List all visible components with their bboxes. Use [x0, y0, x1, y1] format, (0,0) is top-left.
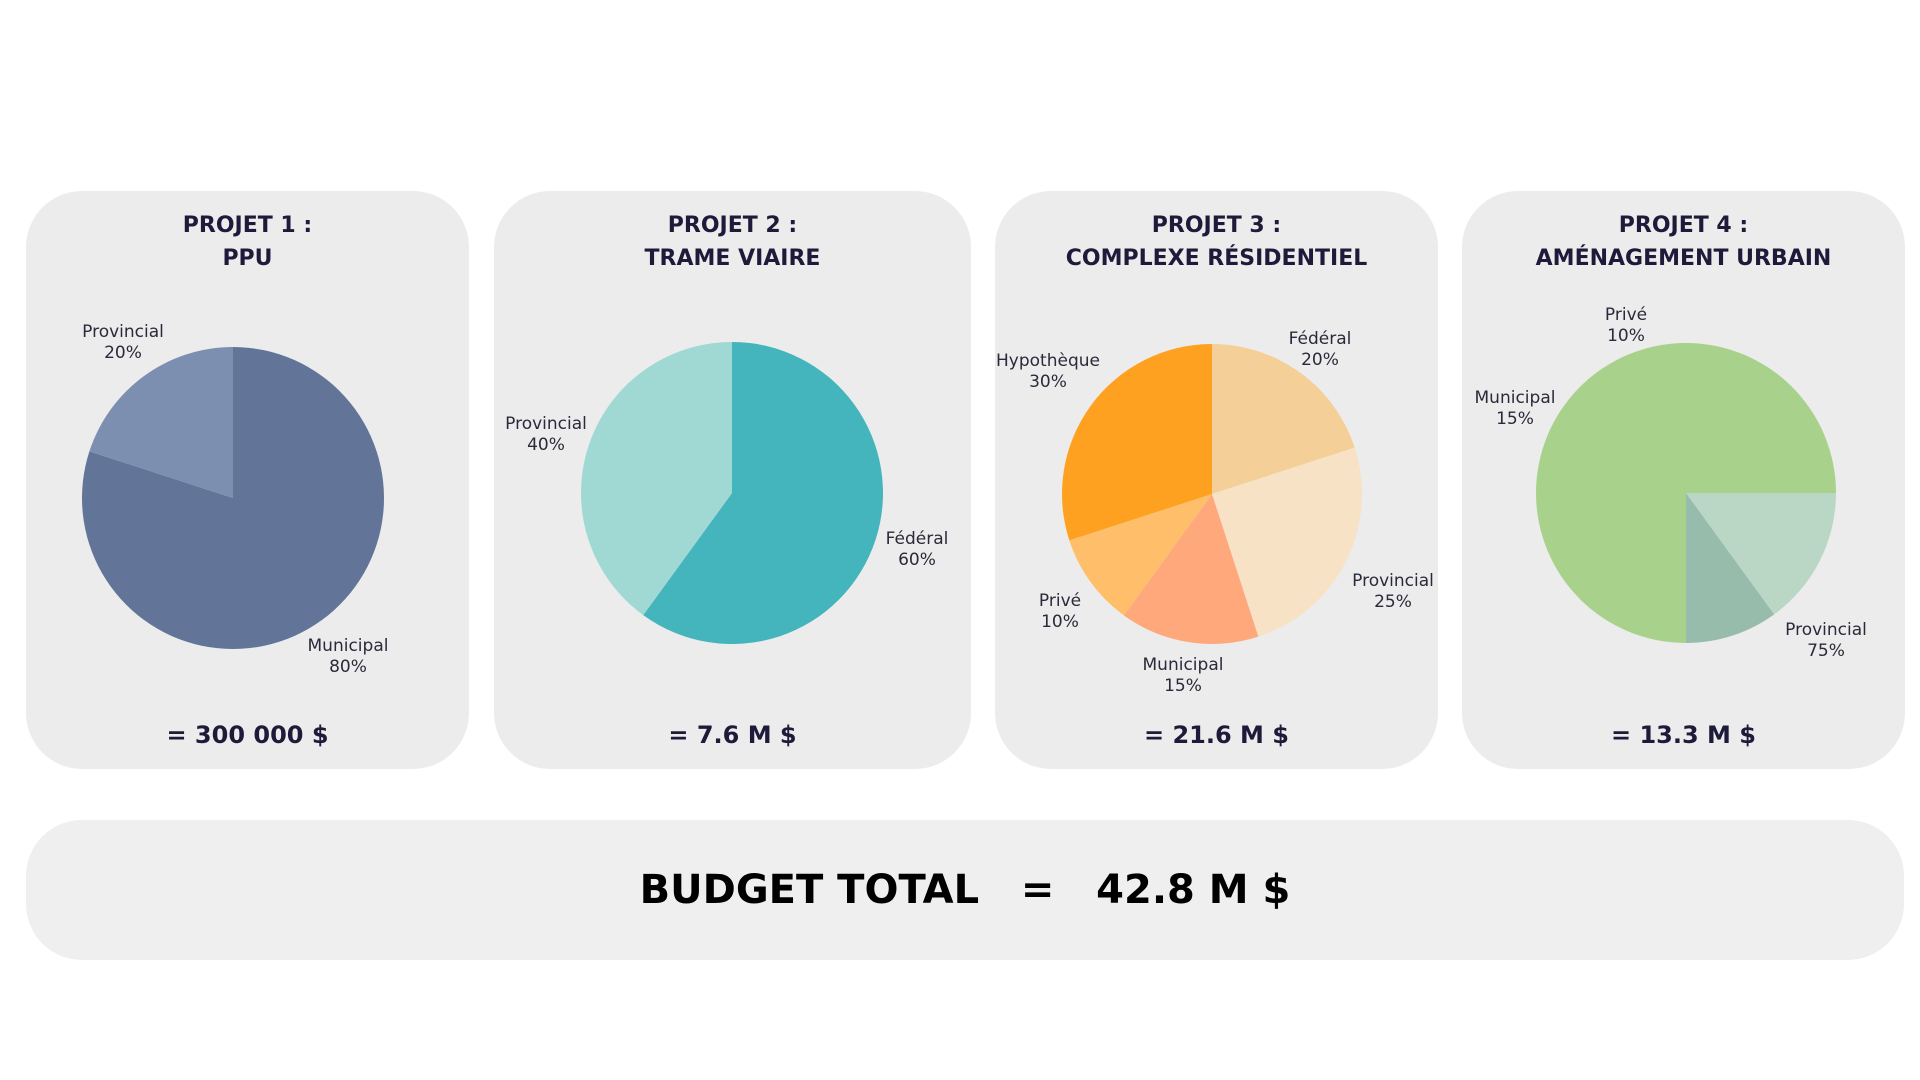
slice-label: Privé 10% [1605, 305, 1647, 346]
pie-slice-priv [1069, 494, 1212, 616]
project-card-4: PROJET 4 : AMÉNAGEMENT URBAIN Provincial… [1462, 191, 1905, 769]
project-total: = 7.6 M $ [668, 721, 797, 749]
pie-chart-project-3: Fédéral 20% Provincial 25% Municipal 15% Privé… [996, 329, 1434, 696]
budget-total-text: BUDGET TOTAL = 42.8 M $ [26, 820, 1904, 960]
slice-label: Fédéral 20% [1289, 329, 1352, 370]
project-title-line2: TRAME VIAIRE [644, 246, 821, 271]
pie-slice-municipal [1686, 493, 1836, 615]
project-card-3: PROJET 3 : COMPLEXE RÉSIDENTIEL Fédéral 2… [995, 191, 1438, 769]
slice-label: Hypothèque 30% [996, 351, 1100, 392]
project-title-line2: AMÉNAGEMENT URBAIN [1535, 246, 1832, 271]
slice-label-percent: 40% [527, 435, 565, 455]
slice-label-name: Provincial [1352, 571, 1434, 591]
slice-label-name: Fédéral [886, 529, 949, 549]
pie-slice-municipal [1123, 494, 1259, 645]
project-title: PROJET 2 : TRAME VIAIRE [494, 209, 971, 275]
pie-slice-municipal [82, 347, 385, 649]
slice-label: Provincial 75% [1785, 620, 1867, 661]
project-title: PROJET 1 : PPU [26, 209, 469, 275]
slice-label: Municipal 15% [1143, 655, 1224, 696]
project-total: = 13.3 M $ [1611, 721, 1756, 749]
slice-label-percent: 20% [104, 343, 142, 363]
project-title-line2: COMPLEXE RÉSIDENTIEL [1065, 246, 1368, 271]
pie-slice-hypothque [1061, 344, 1212, 541]
pie-slice-provincial [1212, 447, 1363, 637]
slice-label-name: Privé [1605, 305, 1647, 325]
slice-label: Privé 10% [1039, 591, 1081, 632]
pie-slice-provincial [89, 347, 233, 498]
project-card-1: PROJET 1 : PPU Municipal 80% Provincial 20%… [26, 191, 469, 769]
slice-label: Provincial 25% [1352, 571, 1434, 612]
slice-label: Provincial 20% [82, 322, 164, 363]
slice-label-percent: 15% [1164, 676, 1202, 696]
slice-label-percent: 60% [898, 550, 936, 570]
slice-label-name: Fédéral [1289, 329, 1352, 349]
pie-chart-project-4: Provincial 75% Municipal 15% Privé 10% [1475, 305, 1867, 661]
project-title: PROJET 3 : COMPLEXE RÉSIDENTIEL [995, 209, 1438, 275]
slice-label-percent: 15% [1496, 409, 1534, 429]
slice-label-name: Municipal [1143, 655, 1224, 675]
slice-label-name: Municipal [308, 636, 389, 656]
slice-label-name: Provincial [505, 414, 587, 434]
pie-slice-fdral [1212, 344, 1355, 494]
pie-slice-priv [1686, 493, 1775, 643]
project-title-line2: PPU [222, 246, 273, 271]
slice-label-name: Hypothèque [996, 351, 1100, 371]
slice-label: Fédéral 60% [886, 529, 949, 570]
project-total: = 300 000 $ [166, 721, 329, 749]
slice-label-percent: 75% [1807, 641, 1845, 661]
slice-label-name: Municipal [1475, 388, 1556, 408]
budget-total-label: BUDGET TOTAL [639, 867, 980, 913]
slice-label: Provincial 40% [505, 414, 587, 455]
slice-label: Municipal 15% [1475, 388, 1556, 429]
pie-slice-provincial [580, 342, 732, 616]
project-title: PROJET 4 : AMÉNAGEMENT URBAIN [1462, 209, 1905, 275]
project-total: = 21.6 M $ [1144, 721, 1289, 749]
slice-label-percent: 25% [1374, 592, 1412, 612]
slice-label-name: Provincial [1785, 620, 1867, 640]
pie-chart-project-2: Fédéral 60% Provincial 40% [505, 342, 949, 644]
slice-label-name: Provincial [82, 322, 164, 342]
pie-slice-fdral [643, 342, 883, 644]
pie-chart-project-1: Municipal 80% Provincial 20% [82, 322, 389, 677]
project-title-line1: PROJET 3 : [1151, 213, 1282, 238]
slice-label: Municipal 80% [308, 636, 389, 677]
budget-equals-sign: = [1020, 867, 1055, 913]
slice-label-name: Privé [1039, 591, 1081, 611]
slice-label-percent: 10% [1041, 612, 1079, 632]
slice-label-percent: 10% [1607, 326, 1645, 346]
budget-total-value: 42.8 M $ [1096, 867, 1291, 913]
project-title-line1: PROJET 2 : [667, 213, 798, 238]
slice-label-percent: 20% [1301, 350, 1339, 370]
project-title-line1: PROJET 4 : [1618, 213, 1749, 238]
slice-label-percent: 30% [1029, 372, 1067, 392]
project-title-line1: PROJET 1 : [182, 213, 313, 238]
slice-label-percent: 80% [329, 657, 367, 677]
budget-total-banner: BUDGET TOTAL = 42.8 M $ [26, 820, 1904, 960]
project-card-2: PROJET 2 : TRAME VIAIRE Fédéral 60% Provin… [494, 191, 971, 769]
